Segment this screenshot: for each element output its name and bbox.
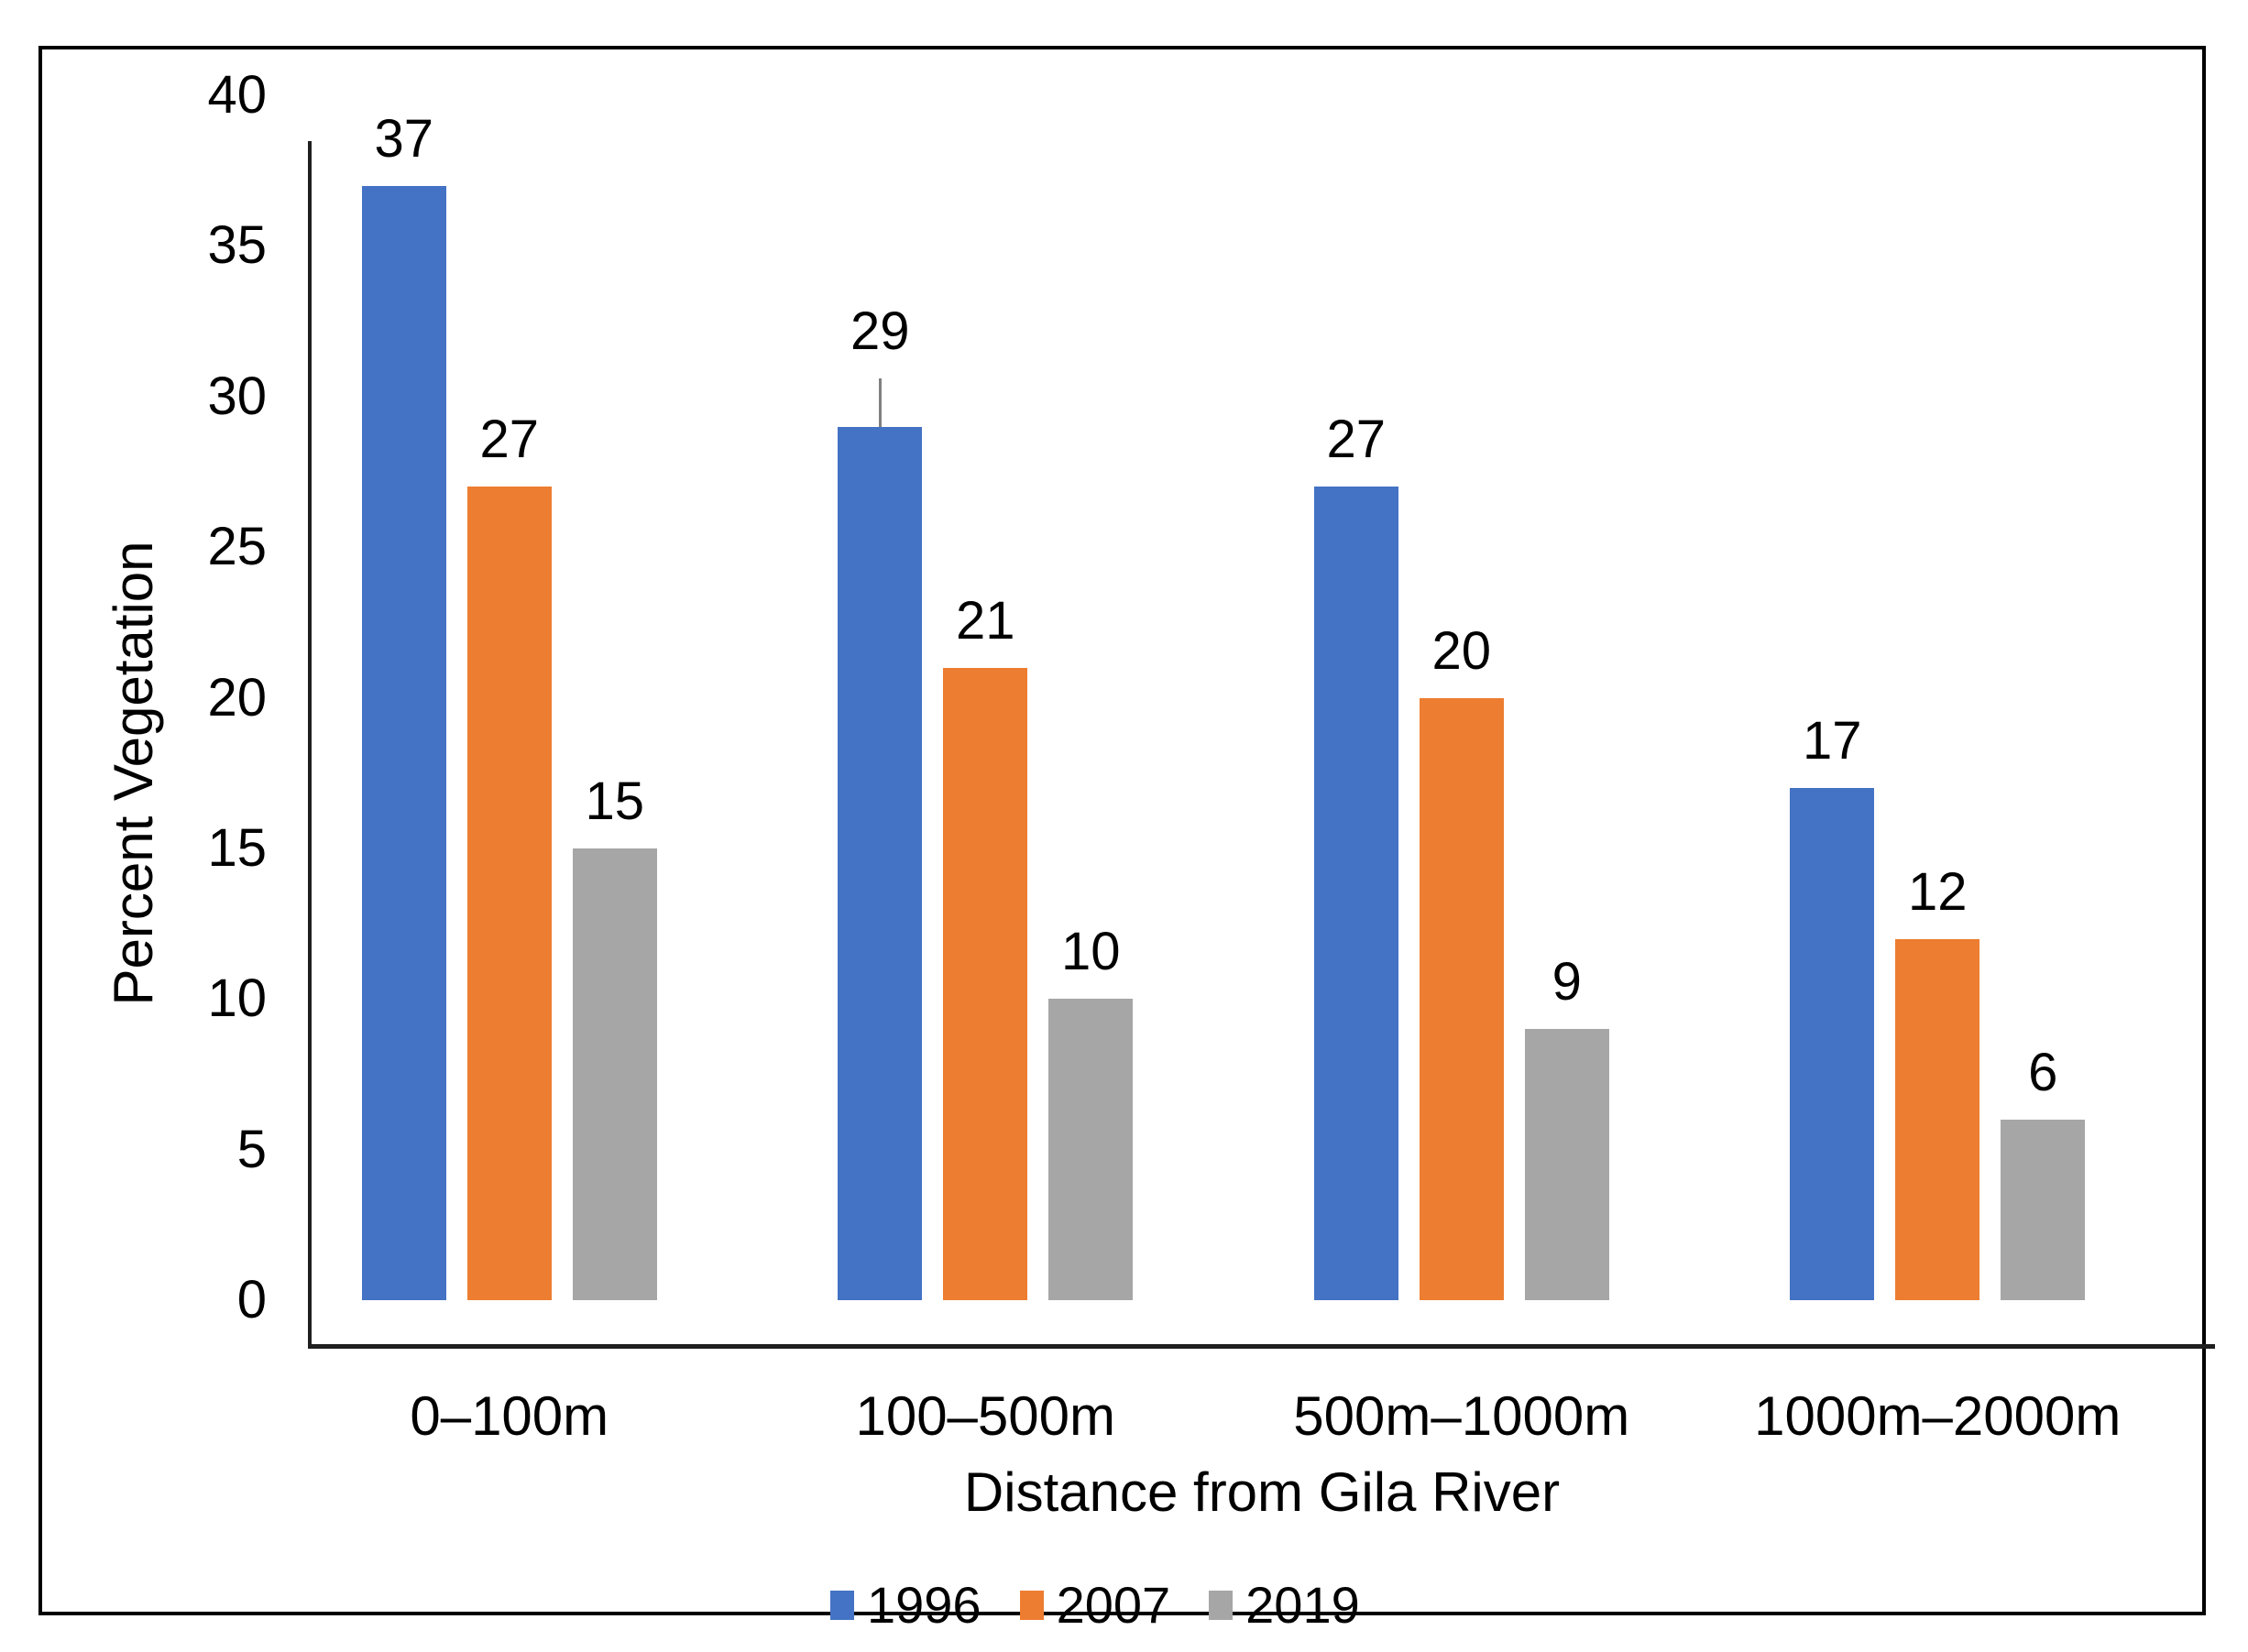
- legend-label-2007: 2007: [1056, 1576, 1171, 1634]
- bar-2019-0–100m: [572, 848, 657, 1300]
- category-label-0–100m: 0–100m: [410, 1385, 609, 1447]
- data-label-2019-100–500m: 10: [1060, 922, 1121, 982]
- error-bar-1996-100–500m: [878, 378, 882, 427]
- legend: 1996 2007 2019: [830, 1578, 1360, 1633]
- data-label-2007-0–100m: 27: [479, 410, 539, 470]
- bar-1996-500m–1000m: [1313, 487, 1398, 1300]
- x-axis-title: Distance from Gila River: [963, 1461, 1561, 1523]
- chart-frame: Percent Vegetation Distance from Gila Ri…: [38, 46, 2215, 1633]
- data-label-1996-0–100m: 37: [374, 108, 433, 169]
- bar-1996-0–100m: [361, 185, 446, 1300]
- category-label-500m–1000m: 500m–1000m: [1293, 1385, 1630, 1447]
- legend-item-2007: 2007: [1019, 1576, 1171, 1634]
- bar-2007-500m–1000m: [1419, 697, 1504, 1300]
- bar-2019-100–500m: [1048, 999, 1134, 1300]
- bar-2007-0–100m: [466, 487, 552, 1300]
- y-tick-label-20: 20: [207, 667, 267, 728]
- category-label-100–500m: 100–500m: [855, 1385, 1116, 1447]
- bar-1996-100–500m: [838, 426, 923, 1300]
- legend-label-2019: 2019: [1245, 1576, 1360, 1634]
- y-tick-label-25: 25: [207, 517, 267, 577]
- y-tick-label-0: 0: [236, 1270, 267, 1329]
- legend-swatch-icon-2019: [1209, 1591, 1234, 1620]
- bar-2019-1000m–2000m: [2001, 1119, 2086, 1300]
- legend-item-2019: 2019: [1209, 1578, 1360, 1633]
- legend-label-1996: 1996: [867, 1576, 981, 1634]
- category-label-1000m–2000m: 1000m–2000m: [1754, 1385, 2122, 1447]
- y-tick-label-30: 30: [207, 366, 267, 426]
- bar-2019-500m–1000m: [1524, 1029, 1609, 1300]
- legend-swatch-icon-2007: [1019, 1591, 1044, 1620]
- y-tick-label-35: 35: [207, 215, 267, 276]
- y-tick-label-15: 15: [207, 817, 267, 878]
- y-tick-label-10: 10: [207, 968, 267, 1029]
- data-label-2007-1000m–2000m: 12: [1907, 861, 1968, 922]
- data-label-2019-0–100m: 15: [585, 771, 644, 831]
- data-label-1996-500m–1000m: 27: [1326, 410, 1386, 470]
- legend-item-1996: 1996: [830, 1578, 981, 1633]
- data-label-2019-500m–1000m: 9: [1552, 952, 1582, 1012]
- y-axis-title: Percent Vegetation: [103, 541, 164, 1006]
- bar-2007-1000m–2000m: [1895, 938, 1980, 1300]
- data-label-2007-100–500m: 21: [955, 590, 1015, 651]
- y-axis-line: [308, 141, 312, 1348]
- data-label-2007-500m–1000m: 20: [1431, 620, 1491, 681]
- data-label-1996-1000m–2000m: 17: [1802, 711, 1862, 771]
- bar-2007-100–500m: [943, 667, 1028, 1300]
- bar-1996-1000m–2000m: [1790, 788, 1875, 1300]
- legend-swatch-icon-1996: [830, 1591, 854, 1620]
- y-tick-label-5: 5: [236, 1119, 267, 1179]
- data-label-2019-1000m–2000m: 6: [2028, 1042, 2058, 1102]
- x-axis-line: [308, 1344, 2215, 1349]
- y-tick-label-40: 40: [207, 65, 267, 125]
- data-label-1996-100–500m: 29: [850, 301, 910, 362]
